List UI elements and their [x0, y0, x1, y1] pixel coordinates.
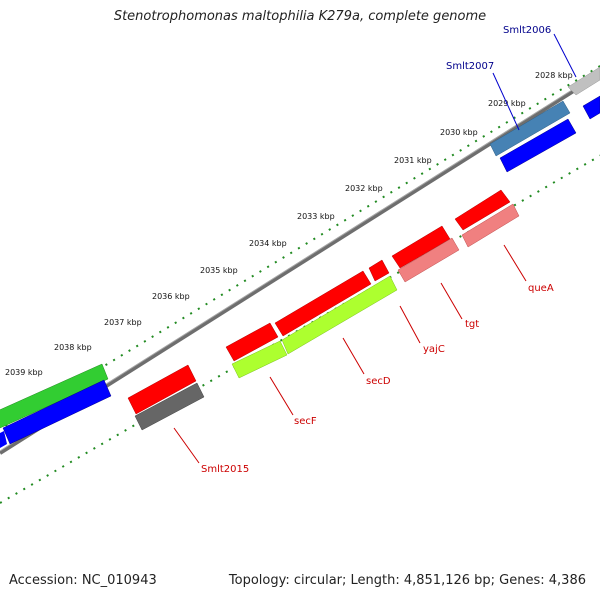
gene-tgt-product-arrow[interactable] [397, 237, 460, 283]
gene-secf-arrow[interactable] [225, 322, 279, 362]
gene-blue-top-right-arrow[interactable] [582, 95, 600, 120]
gene-label-smlt2007[interactable]: Smlt2007 [446, 61, 494, 72]
gene-yajc-secd-green-arrow[interactable] [281, 275, 398, 355]
label-leader-lines [173, 33, 577, 464]
gene-secf-green-arrow[interactable] [231, 340, 288, 379]
kbp-tick-label: 2028 kbp [535, 71, 573, 80]
inner-tick-ring [0, 154, 600, 504]
gene-label-tgt[interactable]: tgt [465, 319, 479, 330]
gene-label-quea[interactable]: queA [528, 283, 554, 294]
kbp-tick-label: 2037 kbp [104, 318, 142, 327]
gene-blue-upper-arrow[interactable] [499, 118, 577, 173]
gene-blue-edge-arrow[interactable] [0, 431, 7, 448]
gene-smlt2015-gray-arrow[interactable] [134, 382, 205, 431]
kbp-tick-label: 2033 kbp [297, 212, 335, 221]
gene-blue-left-arrow[interactable] [2, 379, 112, 445]
kbp-tick-label: 2035 kbp [200, 266, 238, 275]
forward-strand-features [0, 66, 600, 429]
kbp-tick-label: 2038 kbp [54, 343, 92, 352]
gene-smlt2006-arrow[interactable] [567, 66, 600, 96]
kbp-tick-label: 2032 kbp [345, 184, 383, 193]
gene-smlt2015-arrow[interactable] [127, 364, 197, 415]
gene-label-smlt2006[interactable]: Smlt2006 [503, 25, 551, 36]
genome-title: Stenotrophomonas maltophilia K279a, comp… [113, 9, 487, 24]
kbp-tick-label: 2034 kbp [249, 239, 287, 248]
gene-smlt2007-arrow[interactable] [489, 100, 571, 157]
kbp-tick-label: 2039 kbp [5, 368, 43, 377]
topology-text: Topology: circular; Length: 4,851,126 bp… [228, 573, 586, 588]
gene-label-secd[interactable]: secD [366, 376, 391, 387]
gene-yajc-arrow[interactable] [368, 259, 390, 282]
gene-quea-arrow[interactable] [454, 189, 511, 231]
gene-secd-arrow[interactable] [274, 270, 372, 337]
kbp-tick-label: 2036 kbp [152, 292, 190, 301]
gene-quea-product-arrow[interactable] [461, 203, 520, 248]
accession-text: Accession: NC_010943 [9, 573, 157, 588]
kbp-tick-label: 2031 kbp [394, 156, 432, 165]
gene-label-smlt2015[interactable]: Smlt2015 [201, 464, 249, 475]
second-track-features [0, 95, 600, 448]
gene-green-left-arrow[interactable] [0, 363, 109, 429]
gene-labels: Smlt2006 Smlt2007 queA tgt yajC secD sec… [201, 25, 554, 475]
outer-tick-ring [0, 64, 600, 431]
kbp-tick-label: 2030 kbp [440, 128, 478, 137]
gene-label-yajc[interactable]: yajC [423, 344, 445, 355]
gene-label-secf[interactable]: secF [294, 416, 317, 427]
